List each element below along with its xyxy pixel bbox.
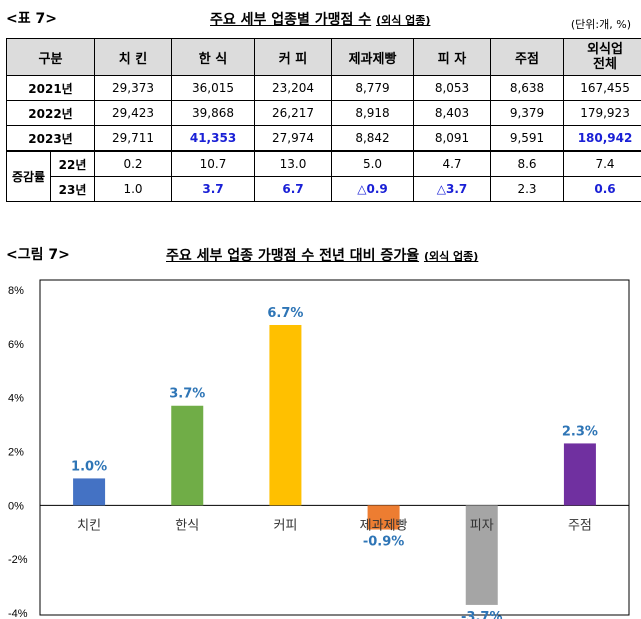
table-cell: 0.2 bbox=[94, 150, 173, 177]
y-tick-label: 6% bbox=[8, 339, 24, 351]
bar-1 bbox=[73, 478, 106, 506]
table-cell: 26,217 bbox=[254, 100, 333, 126]
table-title: 주요 세부 업종별 가맹점 수 (외식 업종) bbox=[210, 9, 430, 29]
table-cell: 8,638 bbox=[490, 75, 565, 101]
data-label: 3.7% bbox=[169, 387, 205, 402]
table-cell: 8,091 bbox=[413, 125, 492, 152]
table-cell: 9,591 bbox=[490, 125, 565, 152]
figure-label: <그림 7> bbox=[6, 247, 70, 263]
bar-4 bbox=[367, 505, 400, 530]
table-row: 2022년 29,423 39,868 26,217 8,918 8,403 9… bbox=[5, 100, 641, 126]
y-tick-label: -4% bbox=[8, 608, 28, 619]
table-row: 증감률 22년 0.2 10.7 13.0 5.0 4.7 8.6 7.4 bbox=[6, 150, 641, 202]
table-cell: 8,918 bbox=[331, 100, 415, 126]
x-tick-label: 주점 bbox=[568, 518, 592, 533]
table-cell: 5.0 bbox=[331, 150, 415, 177]
table-cell: 8,779 bbox=[331, 75, 415, 101]
table-cell: 0.6 bbox=[563, 176, 641, 202]
table-cell: 9,379 bbox=[490, 100, 565, 126]
header-coffee: 커 피 bbox=[254, 38, 333, 76]
growth-label: 증감률 bbox=[6, 150, 51, 202]
y-tick-label: 0% bbox=[8, 500, 24, 512]
table-cell: 39,868 bbox=[171, 100, 256, 126]
table-cell: 29,373 bbox=[94, 75, 173, 101]
plot-frame bbox=[39, 279, 630, 616]
x-tick-label: 한식 bbox=[175, 518, 199, 533]
table-cell: 27,974 bbox=[254, 125, 333, 152]
table-cell: 179,923 bbox=[563, 100, 641, 126]
data-label: 1.0% bbox=[71, 459, 107, 474]
header-total: 외식업 전체 bbox=[563, 38, 641, 76]
table-cell: 23,204 bbox=[254, 75, 333, 101]
x-tick-label: 제과제빵 bbox=[360, 518, 408, 533]
table-unit: (단위:개, %) bbox=[570, 18, 631, 31]
table-cell: 8,403 bbox=[413, 100, 492, 126]
table-cell: 167,455 bbox=[563, 75, 641, 101]
table-cell: 8,842 bbox=[331, 125, 415, 152]
growth-rate-bar-chart: 8% 6% 4% 2% 0% -2% -4% 1.0% 치킨 3.7% 한식 6.7% 커피 -0.9% 제… bbox=[8, 279, 630, 619]
table-row: 2023년 29,711 41,353 27,974 8,842 8,091 9… bbox=[5, 125, 641, 152]
x-tick-label: 치킨 bbox=[77, 518, 101, 533]
table-cell: 8,053 bbox=[413, 75, 492, 101]
table-cell: 1.0 bbox=[94, 176, 173, 202]
franchise-count-table: 구분 치 킨 한 식 커 피 제과제빵 피 자 주점 외식업 전체 2021년 … bbox=[5, 38, 641, 202]
header-bakery: 제과제빵 bbox=[331, 38, 415, 76]
figure-title-note: (외식 업종) bbox=[423, 250, 479, 263]
row-label: 2021년 bbox=[5, 75, 96, 101]
table-label: <표 7> bbox=[6, 11, 57, 27]
table-cell: 41,353 bbox=[171, 125, 256, 152]
table-cell: 8.6 bbox=[490, 150, 565, 177]
table-cell: 13.0 bbox=[254, 150, 333, 177]
row-label: 23년 bbox=[49, 176, 96, 202]
row-label: 2023년 bbox=[5, 125, 96, 152]
table-cell: 36,015 bbox=[171, 75, 256, 101]
table-cell: △0.9 bbox=[331, 176, 415, 202]
bar-3 bbox=[269, 324, 302, 506]
header-pizza: 피 자 bbox=[413, 38, 492, 76]
row-label: 2022년 bbox=[5, 100, 96, 126]
bar-5 bbox=[465, 505, 498, 605]
header-pub: 주점 bbox=[490, 38, 565, 76]
header-category: 구분 bbox=[5, 38, 96, 76]
y-tick-label: -2% bbox=[8, 554, 28, 566]
bar-6 bbox=[563, 443, 596, 506]
table-title-text: 주요 세부 업종별 가맹점 수 bbox=[210, 12, 372, 28]
table-row: 23년 1.0 3.7 6.7 △0.9 △3.7 2.3 0.6 bbox=[7, 176, 641, 202]
row-label: 22년 bbox=[49, 150, 96, 177]
header-chicken: 치 킨 bbox=[94, 38, 173, 76]
data-label: 2.3% bbox=[562, 424, 598, 439]
table-title-note: (외식 업종) bbox=[376, 14, 431, 27]
table-cell: 3.7 bbox=[171, 176, 256, 202]
y-tick-label: 8% bbox=[8, 285, 24, 297]
table-cell: 180,942 bbox=[563, 125, 641, 152]
table-cell: 4.7 bbox=[413, 150, 492, 177]
figure-title: 주요 세부 업종 가맹점 수 전년 대비 증가율 (외식 업종) bbox=[166, 245, 478, 265]
table-cell: 29,423 bbox=[94, 100, 173, 126]
table-cell: 6.7 bbox=[254, 176, 333, 202]
figure-title-text: 주요 세부 업종 가맹점 수 전년 대비 증가율 bbox=[166, 248, 420, 264]
y-tick-label: 2% bbox=[8, 447, 24, 459]
table-cell: 29,711 bbox=[94, 125, 173, 152]
table-cell: △3.7 bbox=[413, 176, 492, 202]
x-tick-label: 피자 bbox=[470, 518, 494, 533]
data-label: 6.7% bbox=[267, 306, 303, 321]
table-row: 2021년 29,373 36,015 23,204 8,779 8,053 8… bbox=[5, 75, 641, 101]
x-tick-label: 커피 bbox=[273, 518, 297, 533]
header-korean: 한 식 bbox=[171, 38, 256, 76]
table-cell: 10.7 bbox=[171, 150, 256, 177]
data-label: -0.9% bbox=[363, 535, 404, 550]
table-cell: 7.4 bbox=[563, 150, 641, 177]
data-label: -3.7% bbox=[461, 610, 502, 619]
y-tick-label: 4% bbox=[8, 393, 24, 405]
bar-2 bbox=[171, 405, 204, 506]
table-cell: 2.3 bbox=[490, 176, 565, 202]
